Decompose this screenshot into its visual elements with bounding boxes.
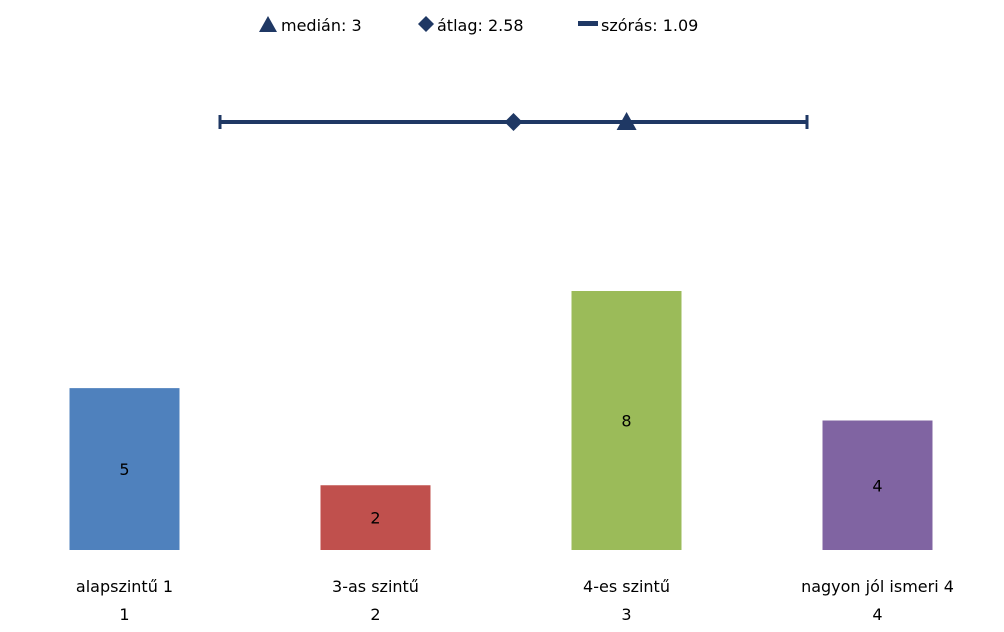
- bar: [69, 388, 180, 550]
- bar: [571, 291, 682, 550]
- bar-value-label: 5: [119, 460, 129, 479]
- category-label: nagyon jól ismeri 4: [801, 577, 954, 596]
- legend-item-mean: átlag: 2.58: [418, 16, 524, 35]
- category-code-label: 4: [872, 605, 882, 624]
- bar-value-label: 8: [621, 412, 631, 431]
- category-label: 4-es szintű: [583, 577, 670, 596]
- category-code-label: 3: [621, 605, 631, 624]
- legend-item-std: szórás: 1.09: [578, 16, 698, 35]
- summary-plot: [218, 112, 809, 131]
- median-marker: [616, 112, 637, 130]
- legend-label-median: medián: 3: [281, 16, 362, 35]
- category-code-label: 1: [119, 605, 129, 624]
- legend: medián: 3 átlag: 2.58 szórás: 1.09: [259, 16, 698, 35]
- category-labels: alapszintű 1 1 3-as szintű 2 4-es szintű 3 nag…: [76, 577, 954, 624]
- diamond-icon: [418, 16, 434, 32]
- category-label: alapszintű 1: [76, 577, 173, 596]
- legend-label-std: szórás: 1.09: [601, 16, 698, 35]
- bar: [822, 420, 933, 550]
- category-code-label: 2: [370, 605, 380, 624]
- category-label: 3-as szintű: [332, 577, 419, 596]
- bar-value-label: 2: [370, 509, 380, 528]
- bar-value-label: 4: [872, 476, 882, 495]
- legend-label-mean: átlag: 2.58: [437, 16, 524, 35]
- triangle-icon: [259, 16, 277, 32]
- legend-item-median: medián: 3: [259, 16, 362, 35]
- dash-icon: [578, 21, 598, 26]
- bars: 5 2 8 4: [69, 291, 933, 550]
- mean-marker: [504, 113, 523, 131]
- bar: [320, 485, 431, 550]
